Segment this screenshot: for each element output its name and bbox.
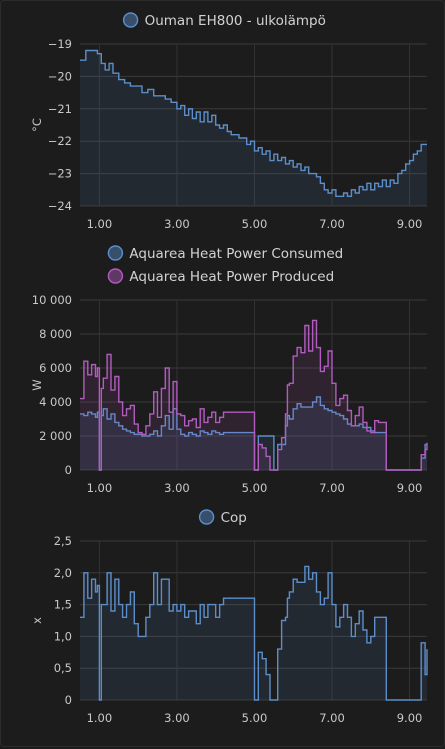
y-tick-label: −20 <box>48 69 72 83</box>
y-tick-label: 0 <box>65 463 72 477</box>
x-tick-label: 7.00 <box>319 481 345 495</box>
y-tick-label: −23 <box>48 167 72 181</box>
y-tick-label: 2,0 <box>54 566 72 580</box>
x-tick-label: 9.00 <box>397 481 423 495</box>
series-line <box>80 49 427 197</box>
legend-label: Cop <box>221 510 247 526</box>
series-area <box>80 566 427 700</box>
y-tick-label: 2,5 <box>54 534 72 548</box>
legend-swatch <box>198 509 215 525</box>
series-area <box>80 50 427 206</box>
x-tick-label: 5.00 <box>242 711 268 725</box>
x-tick-label: 9.00 <box>397 217 423 231</box>
y-tick-label: 6 000 <box>39 361 72 375</box>
series-line <box>80 565 428 701</box>
legend-swatch <box>122 12 139 28</box>
series-area <box>80 396 427 470</box>
y-tick-label: 2 000 <box>39 429 72 443</box>
legend-label: Aquarea Heat Power Consumed <box>129 246 343 262</box>
legend-label: Ouman EH800 - ulkolämpö <box>145 13 326 29</box>
legend-swatch <box>107 268 124 284</box>
y-tick-label: −22 <box>48 134 72 148</box>
chart-1: Ouman EH800 - ulkolämpö −24 −23 −22 −21 −20 −1… <box>30 12 427 231</box>
y-tick-label: 1,5 <box>54 598 72 612</box>
legend-item[interactable]: Ouman EH800 - ulkolämpö <box>122 12 326 29</box>
chart-3: Cop 0 0,5 1,0 1,5 2,0 2,5 1.00 3.00 5.00 7.00 9.00 x <box>30 509 428 725</box>
legend-item[interactable]: Aquarea Heat Power Consumed <box>107 245 343 262</box>
x-tick-label: 7.00 <box>319 711 345 725</box>
series-area <box>80 320 427 470</box>
x-tick-label: 9.00 <box>397 711 423 725</box>
legend-item[interactable]: Cop <box>198 509 247 526</box>
y-axis-label: °C <box>30 118 44 132</box>
x-tick-label: 3.00 <box>164 711 190 725</box>
y-tick-label: 0 <box>65 693 72 707</box>
chart-2: Aquarea Heat Power Consumed Aquarea Heat … <box>30 245 428 495</box>
y-tick-label: −21 <box>48 102 72 116</box>
x-tick-label: 5.00 <box>242 217 268 231</box>
y-tick-label: 1,0 <box>54 629 72 643</box>
y-tick-label: 8 000 <box>39 327 72 341</box>
x-tick-label: 3.00 <box>164 481 190 495</box>
y-tick-label: −24 <box>48 199 72 213</box>
x-tick-label: 1.00 <box>87 217 113 231</box>
legend-label: Aquarea Heat Power Produced <box>129 269 334 285</box>
y-tick-label: 10 000 <box>32 293 72 307</box>
x-tick-label: 3.00 <box>164 217 190 231</box>
y-tick-label: 0,5 <box>54 661 72 675</box>
legend-swatch <box>107 245 124 261</box>
y-axis-label: x <box>30 617 44 624</box>
y-axis-label: W <box>30 379 44 390</box>
x-tick-label: 1.00 <box>87 481 113 495</box>
series-line <box>80 319 428 471</box>
x-tick-label: 5.00 <box>242 481 268 495</box>
y-tick-label: 4 000 <box>39 395 72 409</box>
legend-item[interactable]: Aquarea Heat Power Produced <box>107 268 334 285</box>
x-tick-label: 7.00 <box>319 217 345 231</box>
x-tick-label: 1.00 <box>87 711 113 725</box>
y-tick-label: −19 <box>48 37 72 51</box>
